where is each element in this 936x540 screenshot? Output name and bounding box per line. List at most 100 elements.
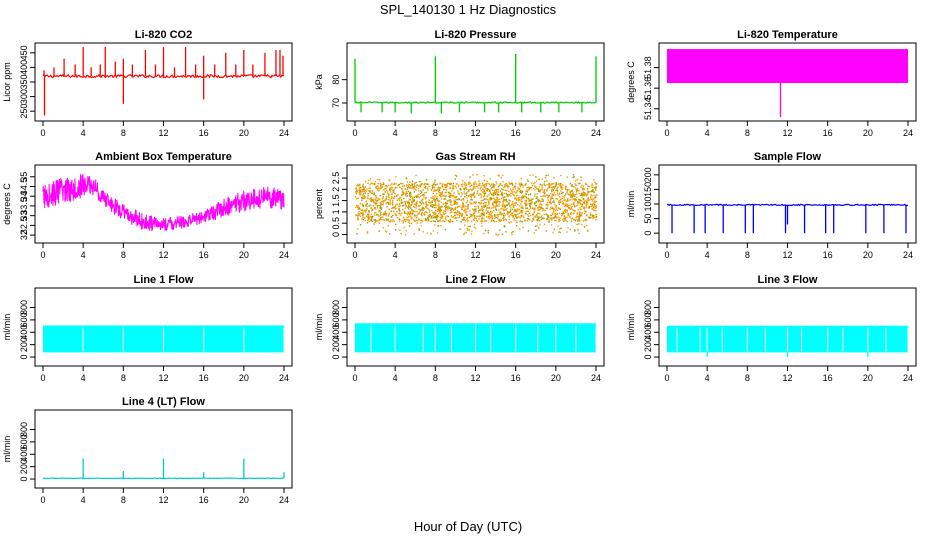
panel-title: Gas Stream RH: [435, 151, 515, 163]
scatter-point: [516, 194, 519, 197]
scatter-point: [374, 219, 377, 221]
scatter-point: [516, 221, 518, 224]
scatter-point: [488, 188, 490, 190]
scatter-point: [412, 219, 415, 221]
scatter-point: [564, 219, 566, 221]
x-tick-label: 0: [352, 373, 357, 383]
scatter-point: [541, 210, 544, 212]
scatter-point: [482, 213, 484, 216]
scatter-point: [528, 189, 530, 191]
scatter-point: [469, 216, 472, 218]
scatter-point: [438, 188, 441, 190]
scatter-point: [510, 192, 512, 194]
y-tick-label: 200: [19, 459, 29, 474]
scatter-point: [532, 174, 534, 176]
series-line3: [667, 325, 909, 358]
scatter-point: [523, 197, 525, 199]
scatter-point: [515, 202, 517, 204]
scatter-point: [382, 202, 385, 204]
scatter-point: [541, 184, 543, 187]
scatter-point: [386, 201, 389, 204]
x-tick-label: 16: [199, 128, 209, 138]
x-tick-label: 4: [81, 495, 86, 505]
scatter-point: [514, 213, 516, 215]
scatter-point: [416, 205, 418, 207]
scatter-point: [578, 190, 580, 192]
scatter-point: [388, 199, 390, 201]
scatter-point: [595, 210, 597, 212]
scatter-point: [548, 185, 551, 187]
panel-title: Line 4 (LT) Flow: [122, 396, 205, 408]
scatter-point: [404, 188, 406, 190]
scatter-point: [493, 220, 495, 223]
scatter-point: [366, 188, 368, 190]
scatter-point: [433, 189, 436, 192]
scatter-point: [447, 206, 450, 208]
scatter-point: [371, 190, 374, 192]
scatter-point: [363, 188, 365, 190]
scatter-point: [464, 185, 466, 187]
scatter-point: [527, 194, 530, 196]
scatter-point: [363, 191, 365, 193]
scatter-point: [510, 212, 513, 214]
scatter-point: [460, 195, 462, 197]
scatter-point: [551, 217, 553, 219]
scatter-point: [505, 198, 507, 201]
scatter-point: [453, 197, 456, 199]
scatter-point: [574, 198, 576, 200]
scatter-point: [485, 183, 487, 185]
x-tick-label: 12: [782, 250, 792, 260]
scatter-point: [529, 219, 531, 221]
scatter-point: [371, 198, 373, 201]
scatter-point: [535, 197, 538, 199]
y-tick-label: 50: [643, 214, 653, 224]
scatter-point: [482, 217, 485, 220]
scatter-point: [417, 185, 420, 187]
scatter-point: [449, 183, 451, 186]
scatter-point: [387, 203, 390, 206]
scatter-point: [517, 213, 519, 215]
scatter-point: [528, 200, 530, 202]
scatter-point: [371, 209, 374, 211]
scatter-point: [404, 192, 407, 195]
scatter-point: [436, 210, 439, 212]
scatter-point: [561, 219, 564, 221]
scatter-point: [421, 212, 423, 214]
scatter-point: [435, 212, 437, 215]
scatter-point: [407, 211, 409, 213]
scatter-point: [367, 216, 369, 219]
scatter-point: [364, 197, 366, 200]
scatter-point: [538, 200, 540, 203]
scatter-point: [407, 184, 409, 186]
scatter-point: [530, 203, 532, 205]
scatter-point: [590, 206, 592, 208]
scatter-point: [574, 183, 576, 185]
scatter-point: [410, 195, 413, 197]
scatter-point: [424, 219, 427, 221]
scatter-point: [449, 196, 452, 198]
scatter-point: [452, 216, 454, 218]
scatter-point: [553, 211, 555, 213]
scatter-point: [483, 211, 485, 214]
x-tick-label: 4: [81, 128, 86, 138]
scatter-point: [439, 209, 442, 211]
scatter-point: [576, 179, 578, 181]
scatter-point: [460, 192, 463, 194]
scatter-point: [394, 192, 396, 195]
scatter-point: [443, 194, 445, 197]
scatter-point: [495, 208, 497, 210]
scatter-point: [594, 201, 596, 204]
scatter-point: [511, 232, 513, 234]
scatter-point: [592, 215, 594, 218]
scatter-point: [577, 216, 579, 218]
scatter-point: [475, 183, 477, 185]
scatter-point: [480, 208, 482, 211]
scatter-point: [527, 210, 530, 212]
scatter-point: [494, 193, 497, 196]
scatter-point: [580, 179, 582, 182]
scatter-point: [580, 208, 582, 211]
scatter-point: [545, 230, 547, 232]
scatter-point: [368, 210, 370, 212]
